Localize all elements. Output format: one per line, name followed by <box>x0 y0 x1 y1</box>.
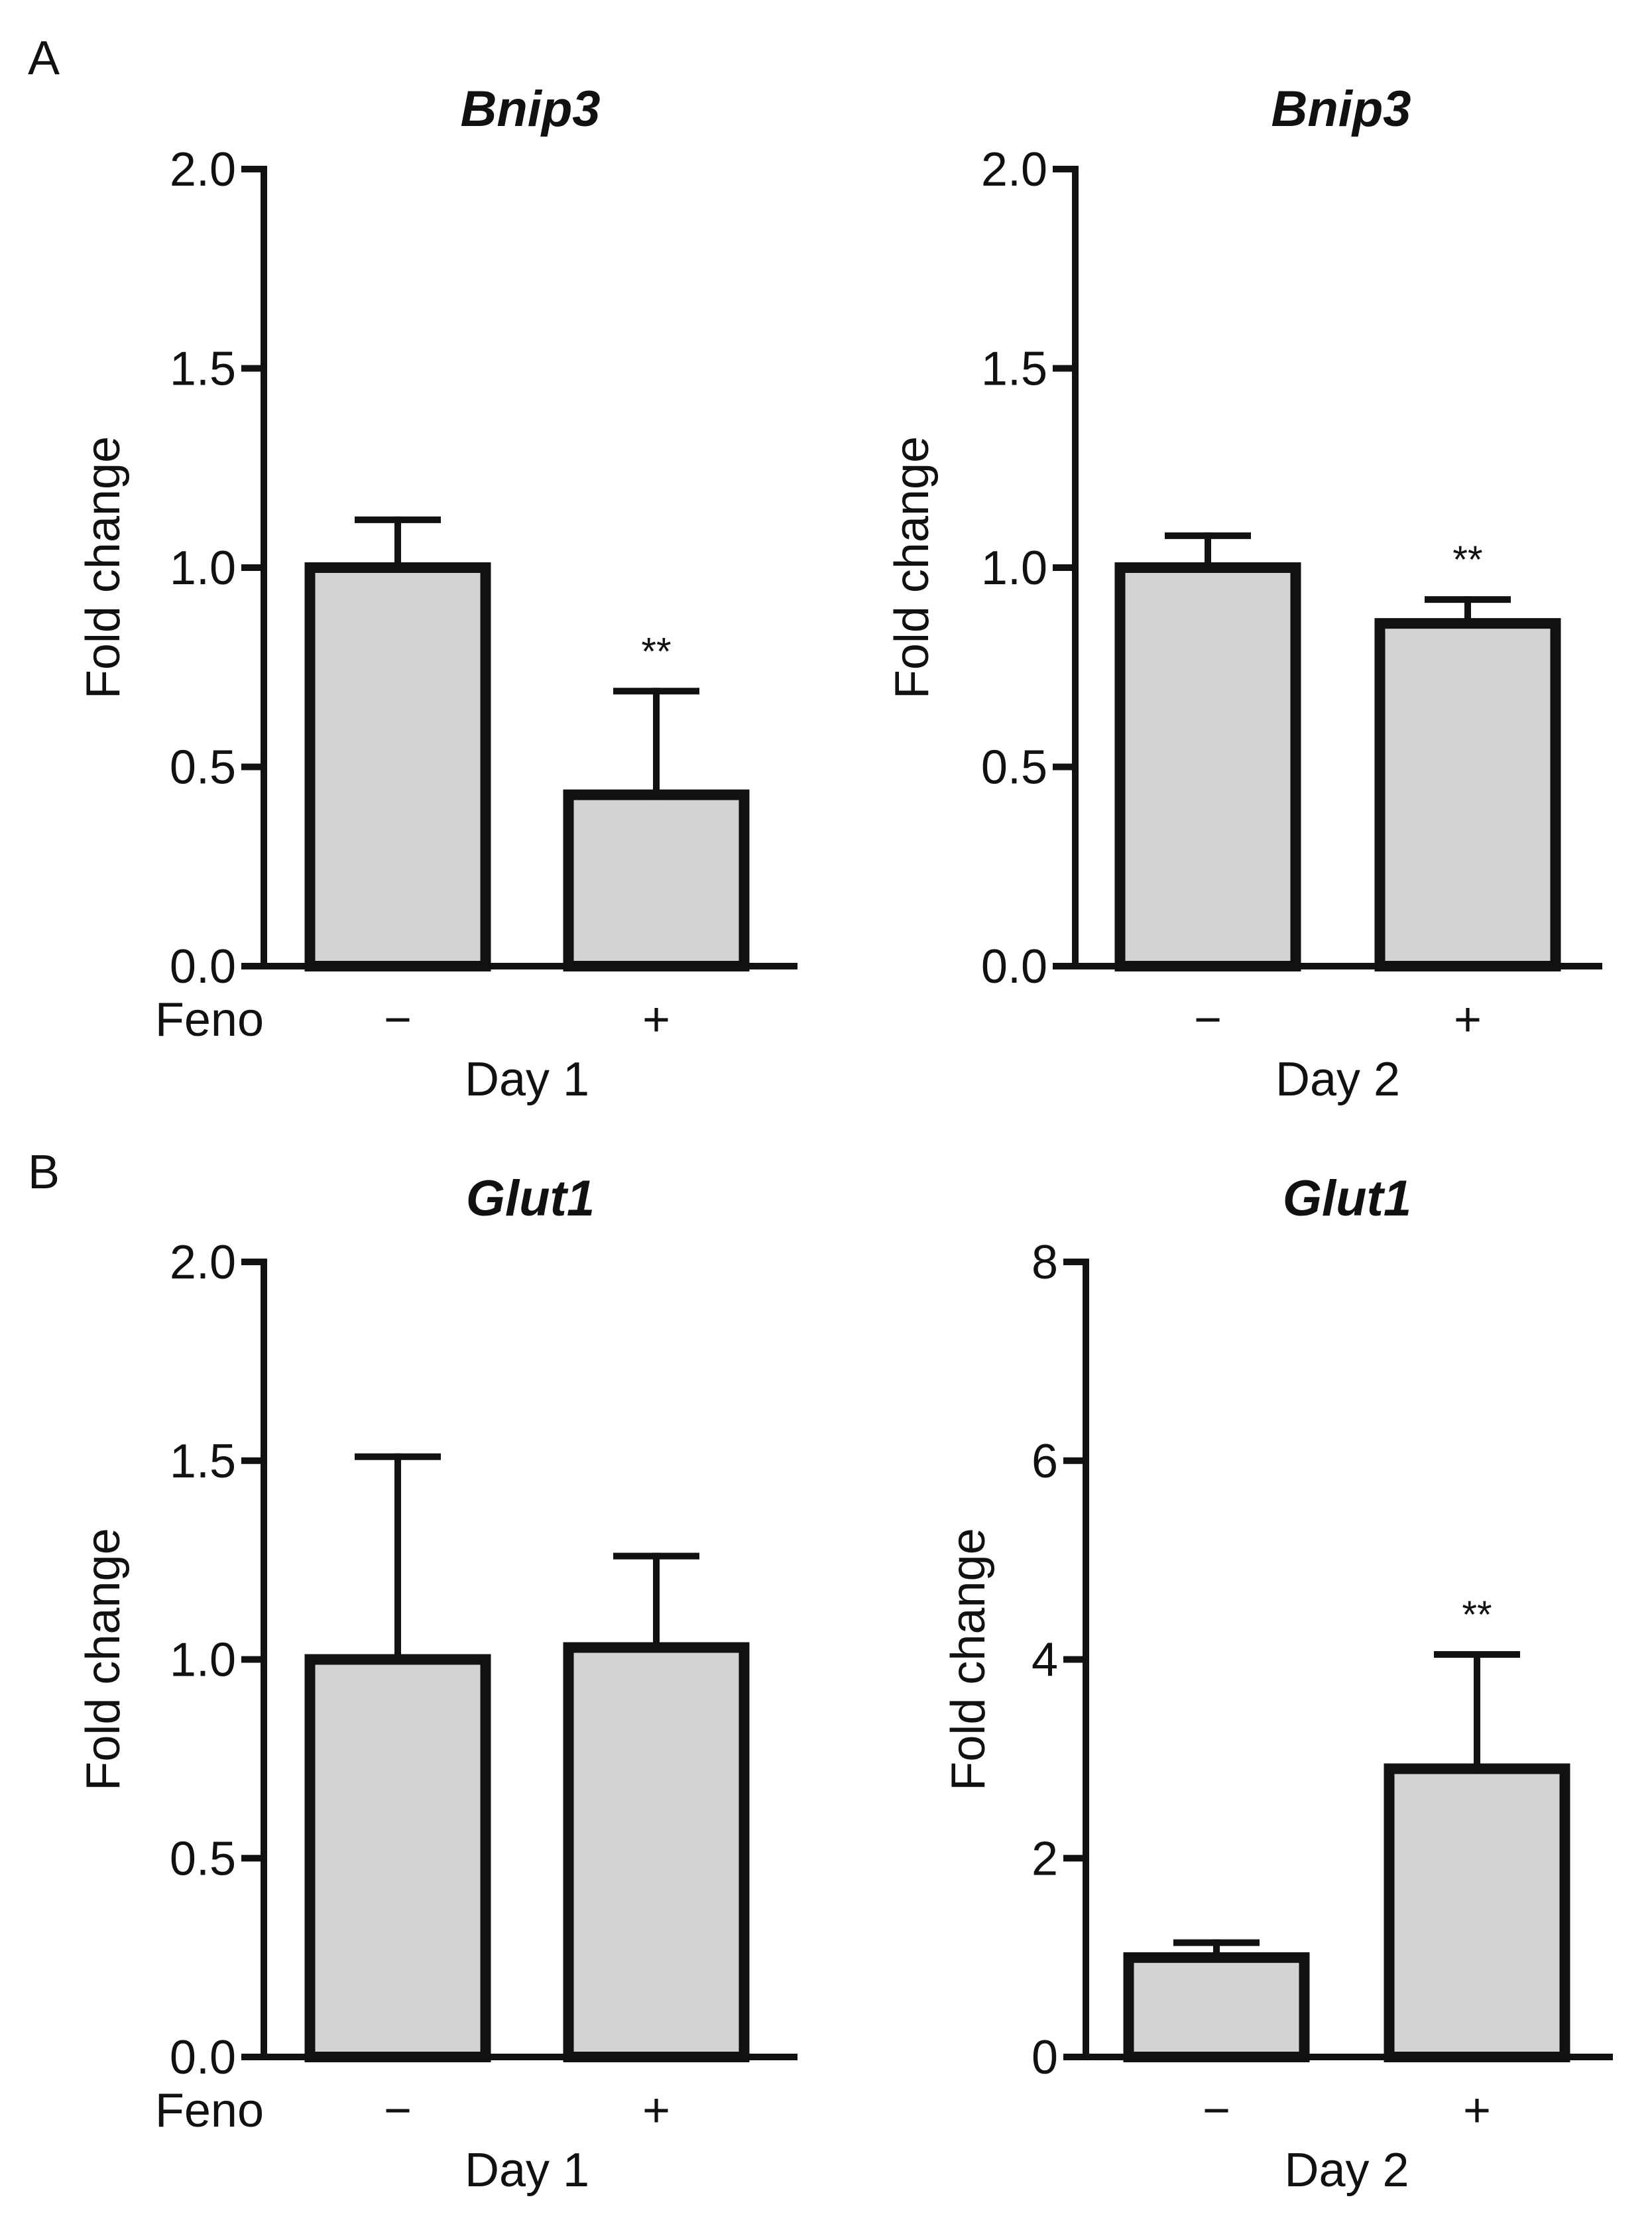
chart-2-category-label-2: + <box>1454 993 1482 1046</box>
chart-1-y-tick-label-2: 0.5 <box>170 741 236 794</box>
chart-1-y-tick-label-4: 1.5 <box>170 343 236 396</box>
chart-4-bar-1 <box>1123 1952 1310 2062</box>
chart-4-category-label-2: + <box>1463 2084 1491 2137</box>
chart-1-row-label: Feno <box>155 993 264 1046</box>
chart-3-bar-2 <box>563 1642 750 2062</box>
chart-3-y-tick-label-2: 0.5 <box>170 1832 236 1885</box>
chart-2-y-tick-label-5: 2.0 <box>981 143 1047 196</box>
chart-4-y-axis-title: Fold change <box>942 1528 995 1790</box>
chart-2-y-tick-label-4: 1.5 <box>981 343 1047 396</box>
chart-2-title: Bnip3 <box>1271 81 1411 137</box>
chart-1-y-axis-title: Fold change <box>77 436 130 699</box>
chart-4-y-tick-label-4: 6 <box>1032 1435 1058 1488</box>
chart-2-y-tick-label-3: 1.0 <box>981 542 1047 595</box>
chart-1-y-tick-label-5: 2.0 <box>170 143 236 196</box>
chart-4-category-label-1: − <box>1203 2084 1230 2137</box>
chart-1-category-label-1: − <box>384 993 412 1046</box>
chart-1: Bnip3 Fold change ** 0.0 0.5 1.0 1.5 2.0 − + Feno D… <box>77 81 797 1106</box>
chart-3: Glut1 Fold change 0.0 0.5 1.0 1.5 2.0 − + Feno Day… <box>77 1170 797 2197</box>
chart-4-title: Glut1 <box>1283 1170 1411 1227</box>
chart-1-bar-1 <box>304 562 491 971</box>
chart-3-y-tick-label-5: 2.0 <box>170 1236 236 1289</box>
chart-3-y-axis-title: Fold change <box>77 1528 130 1790</box>
charts-container: Bnip3 Fold change ** 0.0 0.5 1.0 1.5 2.0 − + Feno D… <box>77 81 1613 2197</box>
chart-1-significance-2: ** <box>641 630 671 673</box>
chart-3-x-axis-title: Day 1 <box>465 2144 589 2197</box>
chart-4-y-tick-label-1: 0 <box>1032 2031 1058 2084</box>
chart-1-bar-2 <box>563 789 750 971</box>
chart-3-y-tick-label-1: 0.0 <box>170 2031 236 2084</box>
chart-2-bar-2 <box>1374 618 1561 971</box>
chart-4-x-axis-title: Day 2 <box>1284 2144 1409 2197</box>
chart-1-title: Bnip3 <box>460 81 600 137</box>
chart-4-y-tick-label-5: 8 <box>1032 1236 1058 1289</box>
chart-4-bar-2 <box>1384 1763 1570 2063</box>
chart-2-y-tick-label-1: 0.0 <box>981 940 1047 993</box>
chart-1-y-tick-label-1: 0.0 <box>170 940 236 993</box>
chart-4-y-tick-label-2: 2 <box>1032 1832 1058 1885</box>
chart-3-y-tick-label-3: 1.0 <box>170 1634 236 1687</box>
chart-2-significance-2: ** <box>1452 538 1482 582</box>
chart-3-y-tick-label-4: 1.5 <box>170 1435 236 1488</box>
panel-label-a: A <box>28 32 60 85</box>
chart-4: Glut1 Fold change ** 0 2 4 6 8 − + Day 2 <box>942 1170 1613 2197</box>
chart-3-bar-1 <box>304 1654 491 2062</box>
chart-1-x-axis-title: Day 1 <box>465 1053 589 1106</box>
chart-4-significance-2: ** <box>1462 1593 1492 1637</box>
chart-3-title: Glut1 <box>466 1170 595 1227</box>
chart-4-y-tick-label-3: 4 <box>1032 1634 1058 1687</box>
chart-2-category-label-1: − <box>1194 993 1222 1046</box>
chart-1-y-tick-label-3: 1.0 <box>170 542 236 595</box>
chart-3-category-label-1: − <box>384 2084 412 2137</box>
chart-2-x-axis-title: Day 2 <box>1275 1053 1400 1106</box>
chart-1-category-label-2: + <box>642 993 670 1046</box>
chart-2: Bnip3 Fold change ** 0.0 0.5 1.0 1.5 2.0 − + Day 2 <box>886 81 1602 1106</box>
chart-3-category-label-2: + <box>642 2084 670 2137</box>
chart-2-y-tick-label-2: 0.5 <box>981 741 1047 794</box>
chart-2-bar-1 <box>1114 562 1301 971</box>
panel-label-b: B <box>28 1146 60 1199</box>
chart-3-row-label: Feno <box>155 2084 264 2137</box>
chart-2-y-axis-title: Fold change <box>886 436 939 699</box>
